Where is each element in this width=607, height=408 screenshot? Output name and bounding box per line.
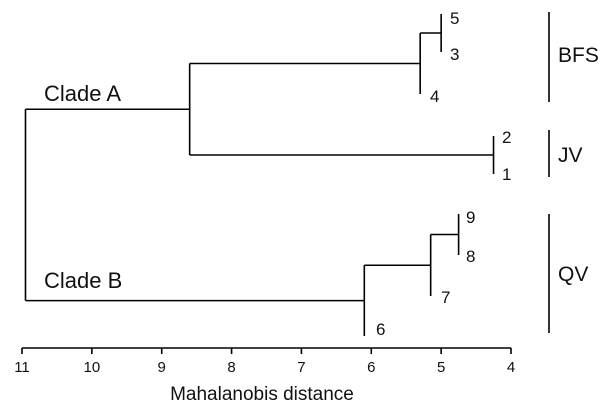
- clade-labels: Clade A Clade B: [44, 81, 122, 293]
- x-tick-label-6: 6: [367, 359, 375, 376]
- x-tick-label-4: 4: [507, 359, 515, 376]
- x-tick-label-10: 10: [84, 359, 101, 376]
- leaf-label-9: 9: [466, 208, 475, 227]
- x-tick-label-8: 8: [227, 359, 235, 376]
- x-tick-label-9: 9: [158, 359, 166, 376]
- leaf-label-3: 3: [450, 45, 459, 64]
- x-tick-label-11: 11: [14, 359, 30, 376]
- leaf-label-7: 7: [441, 288, 450, 307]
- group-label-bfs: BFS: [558, 44, 599, 67]
- x-axis: 11 10 9 8 7 6 5 4: [14, 347, 515, 376]
- leaf-label-1: 1: [502, 165, 511, 184]
- x-tick-label-7: 7: [297, 359, 305, 376]
- leaf-labels: 5 3 4 2 1 9 8 7 6: [376, 9, 511, 339]
- clade-label-mB: Clade B: [44, 268, 122, 293]
- tree-branches: [24, 14, 495, 336]
- leaf-label-6: 6: [376, 320, 385, 339]
- leaf-label-8: 8: [466, 247, 475, 266]
- group-label-jv: JV: [558, 144, 583, 167]
- group-label-qv: QV: [558, 263, 588, 286]
- x-tick-label-5: 5: [437, 359, 445, 376]
- x-axis-title: Mahalanobis distance: [170, 384, 354, 405]
- leaf-label-4: 4: [430, 87, 439, 106]
- group-brackets: BFS JV QV: [548, 12, 599, 333]
- leaf-label-5: 5: [450, 9, 459, 28]
- clade-label-mA: Clade A: [44, 81, 121, 106]
- leaf-label-2: 2: [502, 128, 511, 147]
